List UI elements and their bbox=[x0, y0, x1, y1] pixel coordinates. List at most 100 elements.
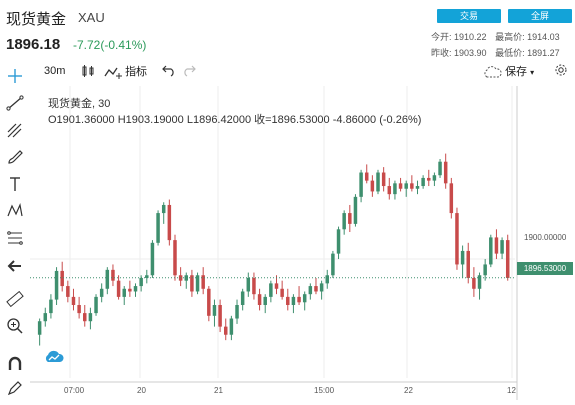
candle-body bbox=[111, 269, 115, 281]
time-axis-label: 12 bbox=[507, 386, 516, 395]
candle-body bbox=[94, 296, 98, 314]
trade-button[interactable]: 交易 bbox=[437, 9, 501, 23]
chart-toolbar: 30m 指标 保存 ▾ bbox=[30, 60, 575, 84]
high-label: 最高价: bbox=[495, 32, 525, 42]
candle-body bbox=[455, 213, 459, 265]
candle-body bbox=[257, 294, 262, 305]
fibonacci-icon[interactable] bbox=[5, 228, 25, 248]
candle-body bbox=[477, 275, 482, 289]
open-label: 今开: bbox=[431, 32, 452, 42]
indicator-icon bbox=[104, 67, 122, 80]
back-arrow-icon[interactable] bbox=[5, 256, 25, 276]
pattern-icon[interactable] bbox=[5, 201, 25, 221]
candle-body bbox=[43, 313, 48, 322]
ruler-icon[interactable] bbox=[5, 289, 25, 309]
candle-body bbox=[246, 277, 251, 292]
candle-body bbox=[218, 305, 222, 327]
save-button[interactable]: 保存 ▾ bbox=[482, 63, 534, 79]
candle-body bbox=[483, 264, 487, 276]
stats-row-2: 昨收: 1903.90 最低价: 1891.27 bbox=[431, 46, 560, 59]
candle-body bbox=[201, 275, 205, 289]
last-price: 1896.18 bbox=[6, 36, 61, 53]
candle-body bbox=[342, 213, 346, 230]
candle-body bbox=[83, 313, 87, 322]
candle-body bbox=[489, 237, 493, 265]
candle-body bbox=[280, 288, 284, 297]
candle-body bbox=[161, 204, 166, 214]
lock-pencil-icon[interactable] bbox=[5, 378, 25, 398]
candle-body bbox=[145, 275, 149, 278]
magnet-icon[interactable] bbox=[5, 354, 25, 374]
redo-icon[interactable] bbox=[182, 63, 196, 80]
prev-close-label: 昨收: bbox=[431, 48, 452, 58]
candle-body bbox=[88, 313, 93, 322]
candle-body bbox=[252, 277, 256, 295]
candle-body bbox=[449, 183, 454, 214]
candle-type-icon[interactable] bbox=[80, 63, 96, 82]
high-value: 1914.03 bbox=[527, 32, 560, 42]
candle-body bbox=[443, 161, 448, 184]
candle-body bbox=[460, 250, 465, 265]
candle-body bbox=[494, 237, 499, 254]
candle-body bbox=[302, 294, 307, 303]
trend-line-icon[interactable] bbox=[5, 93, 25, 113]
fullscreen-button[interactable]: 全屏 bbox=[508, 9, 572, 23]
chart-legend-title: 现货黄金, 30 bbox=[48, 98, 111, 110]
candle-body bbox=[269, 283, 273, 297]
save-label: 保存 bbox=[505, 66, 528, 78]
time-axis-label: 21 bbox=[214, 386, 223, 395]
candlestick-chart bbox=[30, 86, 518, 400]
candle-body bbox=[207, 288, 211, 316]
candle-body bbox=[319, 283, 324, 292]
text-tool-icon[interactable] bbox=[5, 174, 25, 194]
candle-body bbox=[195, 275, 200, 292]
candle-body bbox=[167, 204, 172, 241]
price-change: -7.72(-0.41%) bbox=[73, 38, 147, 52]
candle-body bbox=[122, 288, 126, 297]
candle-body bbox=[150, 242, 155, 276]
candle-body bbox=[336, 229, 341, 254]
stats-row-1: 今开: 1910.22 最高价: 1914.03 bbox=[431, 30, 560, 43]
candle-body bbox=[364, 172, 369, 181]
candle-body bbox=[331, 253, 335, 276]
low-label: 最低价: bbox=[495, 48, 525, 58]
candle-body bbox=[353, 196, 358, 224]
chart-area[interactable] bbox=[30, 86, 575, 400]
candle-body bbox=[297, 296, 301, 303]
settings-gear-icon[interactable] bbox=[554, 63, 568, 80]
candle-body bbox=[99, 288, 104, 297]
brush-icon[interactable] bbox=[5, 147, 25, 167]
instrument-title: 现货黄金 bbox=[6, 11, 67, 28]
candle-body bbox=[359, 172, 363, 197]
pitchfork-icon[interactable] bbox=[5, 120, 25, 140]
time-axis-label: 20 bbox=[137, 386, 146, 395]
candle-body bbox=[500, 240, 504, 254]
drawing-tools-sidebar bbox=[0, 60, 30, 400]
candle-body bbox=[229, 318, 234, 335]
candle-body bbox=[308, 286, 313, 295]
chart-legend-ohlc: O1901.36000 H1903.19000 L1896.42000 收=18… bbox=[48, 114, 422, 126]
candle-body bbox=[472, 277, 476, 289]
interval-selector[interactable]: 30m bbox=[44, 65, 66, 77]
candle-body bbox=[438, 161, 442, 176]
crosshair-icon[interactable] bbox=[5, 66, 25, 86]
candle-body bbox=[387, 186, 392, 195]
candle-body bbox=[54, 270, 59, 300]
candle-body bbox=[348, 213, 352, 224]
candle-body bbox=[421, 177, 425, 187]
candle-body bbox=[156, 213, 160, 243]
zoom-in-icon[interactable] bbox=[5, 316, 25, 336]
candle-body bbox=[370, 180, 375, 192]
candle-body bbox=[116, 280, 121, 297]
candle-body bbox=[286, 296, 290, 305]
time-axis-label: 07:00 bbox=[64, 386, 85, 395]
undo-icon[interactable] bbox=[162, 63, 176, 80]
candle-body bbox=[505, 240, 510, 278]
candle-body bbox=[325, 275, 330, 284]
candle-body bbox=[240, 291, 245, 305]
candle-body bbox=[37, 321, 42, 335]
candle-body bbox=[291, 296, 296, 305]
candle-body bbox=[133, 286, 138, 292]
open-value: 1910.22 bbox=[454, 32, 487, 42]
indicators-button[interactable]: 指标 bbox=[104, 63, 147, 80]
